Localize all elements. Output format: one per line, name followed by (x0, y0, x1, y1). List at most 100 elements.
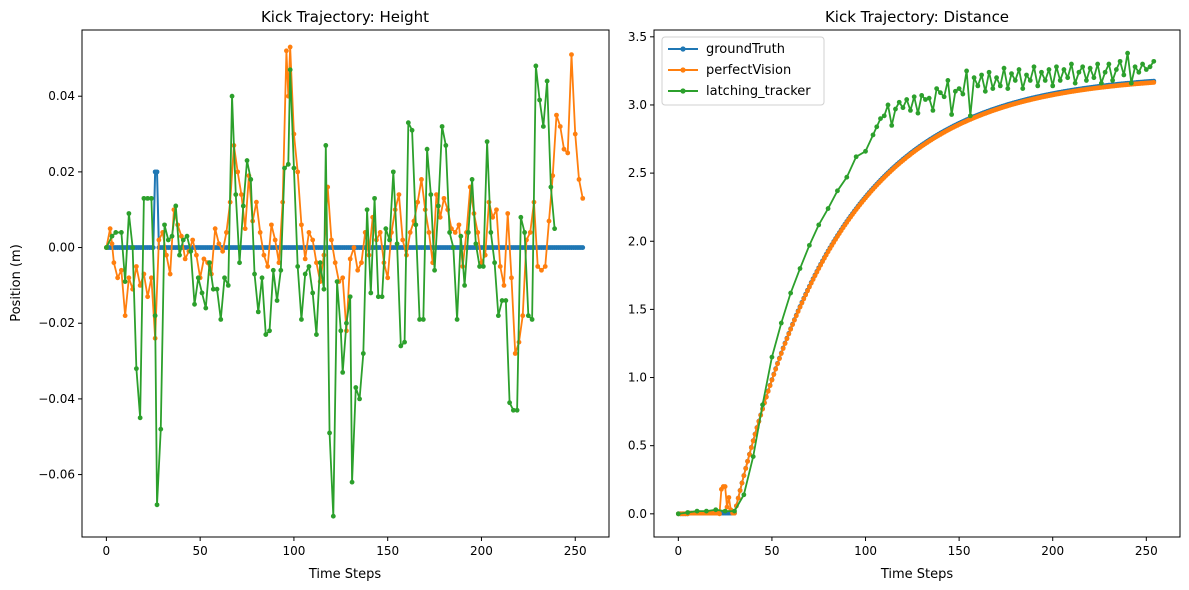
data-point-perfectVision (722, 484, 728, 489)
data-point-perfectVision (299, 222, 304, 228)
data-point-perfectVision (569, 52, 574, 57)
data-point-latching_tracker (165, 237, 171, 243)
data-point-perfectVision (419, 177, 424, 182)
data-point-perfectVision (550, 173, 556, 179)
height-chart-ylabel: Position (m) (9, 244, 24, 322)
data-point-perfectVision (741, 473, 747, 479)
y-tick-label: −0.06 (38, 468, 75, 482)
data-point-perfectVision (795, 309, 801, 314)
data-point-latching_tracker (919, 93, 925, 98)
data-point-latching_tracker (387, 237, 392, 243)
data-point-latching_tracker (413, 222, 419, 228)
data-point-perfectVision (743, 466, 749, 471)
data-point-latching_tracker (495, 313, 501, 319)
data-point-latching_tracker (344, 320, 349, 326)
x-tick-label: 200 (470, 544, 493, 558)
data-point-perfectVision (494, 207, 499, 213)
data-point-latching_tracker (806, 242, 812, 248)
data-point-latching_tracker (375, 294, 381, 300)
data-point-latching_tracker (544, 78, 550, 84)
data-point-latching_tracker (911, 94, 917, 100)
data-point-latching_tracker (941, 94, 947, 100)
data-point-latching_tracker (1042, 78, 1048, 83)
y-tick-label: 0.5 (628, 439, 647, 453)
series-latching_tracker (103, 63, 558, 519)
data-point-perfectVision (118, 267, 124, 273)
data-point-perfectVision (780, 346, 786, 351)
data-point-latching_tracker (713, 507, 719, 513)
data-point-latching_tracker (428, 192, 434, 197)
data-point-latching_tracker (1102, 69, 1108, 75)
data-point-latching_tracker (896, 99, 902, 105)
data-point-latching_tracker (990, 86, 996, 91)
data-point-perfectVision (239, 192, 244, 197)
data-point-perfectVision (778, 351, 784, 356)
data-point-latching_tracker (169, 233, 175, 239)
data-point-perfectVision (739, 480, 745, 486)
legend-label-groundTruth: groundTruth (706, 42, 785, 57)
data-point-latching_tracker (507, 400, 512, 406)
data-point-latching_tracker (417, 317, 422, 322)
data-point-perfectVision (791, 317, 797, 323)
data-point-perfectVision (182, 256, 188, 262)
data-point-latching_tracker (229, 93, 235, 99)
data-point-perfectVision (512, 351, 518, 356)
data-point-latching_tracker (1061, 67, 1067, 72)
legend-marker-perfectVision (680, 67, 686, 73)
y-tick-label: 1.5 (628, 302, 647, 316)
data-point-perfectVision (784, 336, 790, 342)
x-tick-label: 0 (103, 544, 111, 558)
data-point-latching_tracker (1024, 72, 1029, 78)
data-point-latching_tracker (103, 245, 109, 250)
distance-chart-panel: Kick Trajectory: Distance 0 50 100 150 200 25… (628, 8, 1181, 582)
data-point-perfectVision (302, 256, 308, 262)
data-point-perfectVision (126, 275, 132, 281)
data-point-latching_tracker (357, 396, 362, 402)
data-point-latching_tracker (402, 339, 407, 345)
data-point-latching_tracker (878, 116, 883, 121)
data-point-perfectVision (773, 366, 779, 372)
data-point-latching_tracker (908, 108, 913, 113)
data-point-perfectVision (156, 237, 162, 243)
data-point-latching_tracker (685, 510, 691, 515)
data-point-latching_tracker (199, 290, 205, 296)
data-point-perfectVision (572, 131, 578, 137)
data-point-latching_tracker (1050, 83, 1056, 89)
data-point-perfectVision (224, 230, 229, 235)
data-point-latching_tracker (525, 313, 531, 319)
data-point-latching_tracker (1140, 61, 1145, 67)
data-point-latching_tracker (1016, 67, 1022, 72)
data-point-latching_tracker (240, 203, 246, 209)
data-point-latching_tracker (109, 233, 115, 239)
data-point-latching_tracker (760, 402, 765, 408)
height-chart-panel: Kick Trajectory: Height 0 50 100 150 200 250 −… (9, 8, 610, 582)
data-point-latching_tracker (863, 148, 868, 154)
data-point-latching_tracker (334, 279, 340, 285)
x-tick-label: 250 (564, 544, 587, 558)
data-point-latching_tracker (154, 502, 160, 508)
data-point-latching_tracker (158, 426, 164, 432)
y-tick-label: 3.5 (628, 30, 647, 44)
data-point-perfectVision (803, 292, 809, 298)
x-tick-label: 250 (1135, 544, 1158, 558)
data-point-perfectVision (747, 452, 752, 457)
data-point-perfectVision (806, 284, 812, 290)
data-point-perfectVision (347, 256, 353, 262)
data-point-latching_tracker (518, 214, 524, 220)
data-point-perfectVision (261, 252, 267, 258)
data-point-latching_tracker (295, 264, 301, 269)
data-point-perfectVision (415, 199, 421, 205)
data-point-perfectVision (737, 488, 743, 493)
data-point-latching_tracker (1110, 78, 1116, 83)
data-point-latching_tracker (177, 252, 182, 258)
data-point-perfectVision (1151, 80, 1157, 85)
data-point-perfectVision (535, 264, 541, 269)
data-point-perfectVision (310, 237, 316, 243)
data-point-latching_tracker (938, 90, 943, 96)
data-point-perfectVision (329, 237, 334, 243)
data-point-perfectVision (235, 169, 241, 175)
x-tick-label: 50 (193, 544, 208, 558)
data-point-perfectVision (735, 495, 741, 501)
data-point-latching_tracker (259, 275, 265, 281)
data-point-latching_tracker (778, 320, 784, 326)
